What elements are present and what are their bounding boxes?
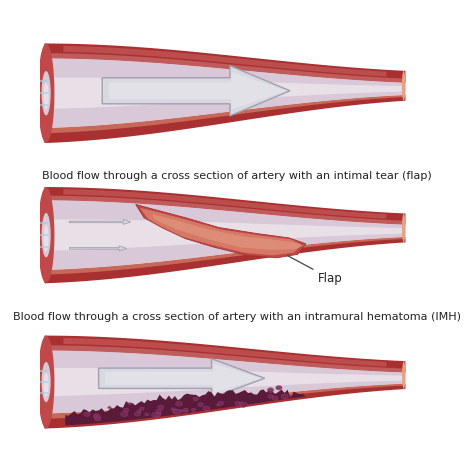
Polygon shape <box>64 46 386 76</box>
FancyArrow shape <box>69 219 131 224</box>
Ellipse shape <box>128 403 131 405</box>
Polygon shape <box>45 351 405 413</box>
Ellipse shape <box>402 213 405 243</box>
Ellipse shape <box>183 408 187 411</box>
Ellipse shape <box>157 412 161 415</box>
Ellipse shape <box>171 408 174 410</box>
Polygon shape <box>64 338 386 367</box>
Ellipse shape <box>145 413 149 416</box>
Ellipse shape <box>84 412 90 416</box>
Polygon shape <box>45 384 405 419</box>
Polygon shape <box>99 359 264 398</box>
Ellipse shape <box>156 409 162 413</box>
Polygon shape <box>136 204 306 258</box>
Ellipse shape <box>155 413 161 417</box>
Ellipse shape <box>139 407 144 410</box>
Polygon shape <box>140 208 302 255</box>
Ellipse shape <box>239 402 243 405</box>
Polygon shape <box>45 237 405 275</box>
Ellipse shape <box>42 71 51 116</box>
Polygon shape <box>45 200 405 270</box>
Ellipse shape <box>121 412 128 417</box>
Polygon shape <box>45 77 405 109</box>
Ellipse shape <box>268 395 273 398</box>
Text: Blood flow through a cross section of artery with an intimal tear (flap): Blood flow through a cross section of ar… <box>42 171 432 181</box>
Ellipse shape <box>174 409 181 414</box>
Polygon shape <box>45 219 405 251</box>
Ellipse shape <box>203 406 210 411</box>
Ellipse shape <box>38 43 55 143</box>
Ellipse shape <box>218 401 224 405</box>
Ellipse shape <box>42 362 51 402</box>
Ellipse shape <box>44 83 49 110</box>
Ellipse shape <box>38 336 55 429</box>
Polygon shape <box>45 346 405 372</box>
Polygon shape <box>45 336 405 372</box>
Polygon shape <box>45 237 405 283</box>
Polygon shape <box>152 214 304 250</box>
Ellipse shape <box>94 415 97 417</box>
Ellipse shape <box>158 405 164 409</box>
Ellipse shape <box>124 408 128 412</box>
Ellipse shape <box>134 412 141 416</box>
Polygon shape <box>109 72 287 110</box>
Text: Flap: Flap <box>288 256 343 285</box>
Polygon shape <box>45 43 405 83</box>
Ellipse shape <box>93 414 100 419</box>
Ellipse shape <box>276 386 282 390</box>
Ellipse shape <box>183 409 189 413</box>
Ellipse shape <box>217 404 220 406</box>
Polygon shape <box>64 189 386 219</box>
Ellipse shape <box>137 410 141 413</box>
Ellipse shape <box>173 409 179 413</box>
Ellipse shape <box>191 408 196 412</box>
Polygon shape <box>45 384 405 429</box>
Polygon shape <box>45 95 405 143</box>
Ellipse shape <box>281 394 288 399</box>
Polygon shape <box>65 389 306 425</box>
Ellipse shape <box>240 402 247 407</box>
Ellipse shape <box>94 416 101 421</box>
Ellipse shape <box>235 401 240 405</box>
Ellipse shape <box>402 71 405 101</box>
Ellipse shape <box>179 410 183 413</box>
Ellipse shape <box>152 412 158 417</box>
Polygon shape <box>45 196 405 225</box>
Ellipse shape <box>267 388 274 392</box>
Polygon shape <box>45 187 405 225</box>
Ellipse shape <box>44 373 49 397</box>
Polygon shape <box>45 368 405 396</box>
Polygon shape <box>45 59 405 128</box>
Text: Blood flow through a cross section of artery with an intramural hematoma (IMH): Blood flow through a cross section of ar… <box>13 312 461 322</box>
Ellipse shape <box>193 397 198 401</box>
Ellipse shape <box>175 401 182 406</box>
Ellipse shape <box>42 213 51 257</box>
Polygon shape <box>45 53 405 83</box>
Polygon shape <box>102 66 290 116</box>
Ellipse shape <box>108 406 111 409</box>
Ellipse shape <box>198 403 203 407</box>
Ellipse shape <box>38 187 55 283</box>
Polygon shape <box>105 363 261 393</box>
FancyArrow shape <box>69 246 127 251</box>
Polygon shape <box>45 95 405 134</box>
Ellipse shape <box>44 225 49 252</box>
Ellipse shape <box>272 396 278 400</box>
Ellipse shape <box>402 361 405 389</box>
